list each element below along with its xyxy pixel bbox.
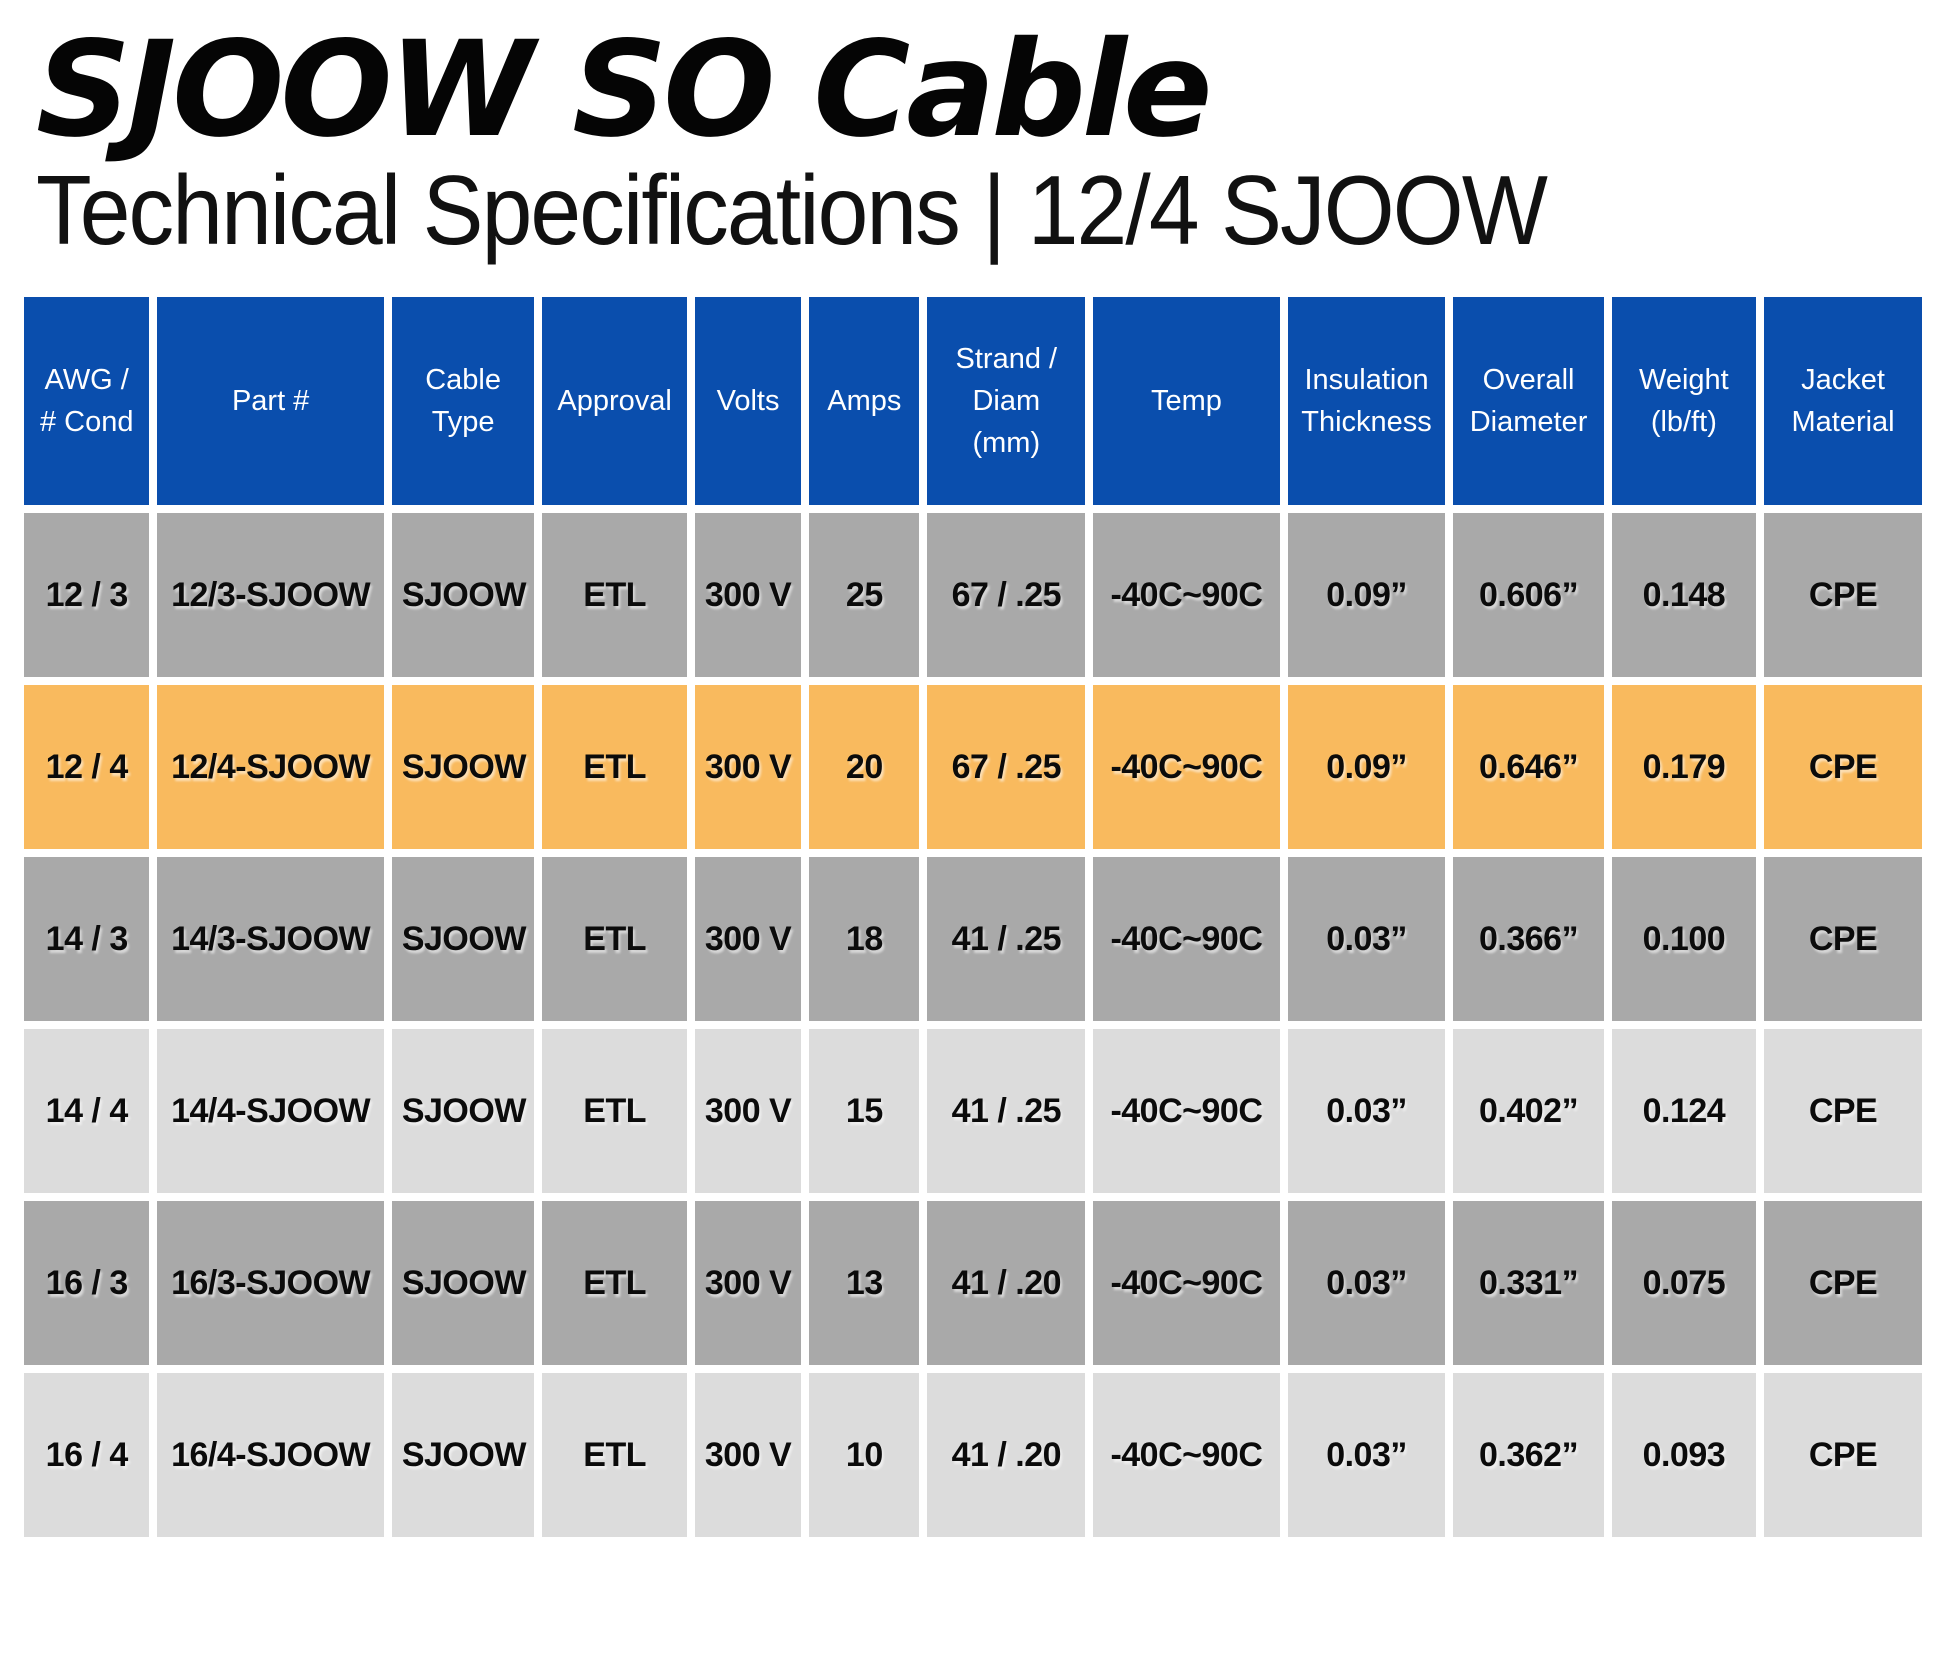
table-cell: 0.606” — [1449, 509, 1608, 682]
table-cell: 25 — [805, 509, 924, 682]
column-header: Amps — [805, 293, 924, 510]
table-cell: SJOOW — [387, 1369, 539, 1542]
table-cell: 16 / 3 — [20, 1197, 154, 1370]
table-cell: 14 / 4 — [20, 1025, 154, 1198]
table-cell: 41 / .25 — [923, 1025, 1090, 1198]
table-cell: SJOOW — [387, 509, 539, 682]
column-header: Cable Type — [387, 293, 539, 510]
table-cell: 67 / .25 — [923, 681, 1090, 854]
table-cell: 0.124 — [1607, 1025, 1761, 1198]
table-cell: ETL — [538, 509, 691, 682]
table-cell: 300 V — [690, 1197, 806, 1370]
table-cell: 0.148 — [1607, 509, 1761, 682]
table-cell: ETL — [538, 1369, 691, 1542]
spec-table-header: AWG / # Cond Part # Cable Type Approval Volt… — [20, 293, 1926, 510]
column-header: Insulation Thickness — [1283, 293, 1450, 510]
table-cell: 12 / 4 — [20, 681, 154, 854]
column-header: Jacket Material — [1760, 293, 1926, 510]
table-row: 14 / 4 14/4-SJOOW SJOOW ETL 300 V 15 41 / .25-… — [20, 1025, 1926, 1198]
table-cell: 16 / 4 — [20, 1369, 154, 1542]
table-cell: -40C~90C — [1089, 509, 1284, 682]
page-subtitle: Technical Specifications | 12/4 SJOOW — [36, 155, 1548, 266]
table-cell: 0.093 — [1607, 1369, 1761, 1542]
table-cell: ETL — [538, 853, 691, 1026]
table-cell: 67 / .25 — [923, 509, 1090, 682]
table-cell: 300 V — [690, 853, 806, 1026]
table-cell: 20 — [805, 681, 924, 854]
table-cell: 0.402” — [1449, 1025, 1608, 1198]
table-cell: 0.03” — [1283, 1025, 1450, 1198]
table-cell: SJOOW — [387, 1025, 539, 1198]
table-cell: SJOOW — [387, 1197, 539, 1370]
table-cell: -40C~90C — [1089, 1197, 1284, 1370]
table-cell: 0.03” — [1283, 853, 1450, 1026]
table-cell: 0.03” — [1283, 1369, 1450, 1542]
table-cell: CPE — [1760, 1197, 1926, 1370]
column-header: Temp — [1089, 293, 1284, 510]
table-cell: 300 V — [690, 1369, 806, 1542]
page-header: SJOOW SO Cable Technical Specifications … — [0, 0, 1946, 266]
table-cell: 0.362” — [1449, 1369, 1608, 1542]
table-cell: 0.366” — [1449, 853, 1608, 1026]
table-cell: 0.646” — [1449, 681, 1608, 854]
table-cell: 16/3-SJOOW — [153, 1197, 388, 1370]
table-cell: 300 V — [690, 509, 806, 682]
table-row: 16 / 3 16/3-SJOOW SJOOW ETL 300 V 13 41 / .20-… — [20, 1197, 1926, 1370]
table-cell: ETL — [538, 1025, 691, 1198]
column-header: Weight (lb/ft) — [1607, 293, 1761, 510]
table-cell: 12 / 3 — [20, 509, 154, 682]
table-cell: SJOOW — [387, 853, 539, 1026]
table-cell: 0.09” — [1283, 509, 1450, 682]
table-row: 14 / 3 14/3-SJOOW SJOOW ETL 300 V 18 41 / .25-… — [20, 853, 1926, 1026]
table-cell: 18 — [805, 853, 924, 1026]
table-cell: -40C~90C — [1089, 1025, 1284, 1198]
column-header: Part # — [153, 293, 388, 510]
table-cell: 13 — [805, 1197, 924, 1370]
table-cell: 0.100 — [1607, 853, 1761, 1026]
table-cell: CPE — [1760, 509, 1926, 682]
table-row: 16 / 4 16/4-SJOOW SJOOW ETL 300 V 10 41 / .20-… — [20, 1369, 1926, 1542]
header-row: AWG / # Cond Part # Cable Type Approval Volt… — [20, 293, 1926, 510]
table-cell: 16/4-SJOOW — [153, 1369, 388, 1542]
table-cell: 0.03” — [1283, 1197, 1450, 1370]
column-header: Volts — [690, 293, 806, 510]
page-title: SJOOW SO Cable — [36, 13, 1213, 167]
table-cell: 12/3-SJOOW — [153, 509, 388, 682]
table-cell: -40C~90C — [1089, 1369, 1284, 1542]
table-cell: SJOOW — [387, 681, 539, 854]
column-header: Overall Diameter — [1449, 293, 1608, 510]
table-cell: 300 V — [690, 681, 806, 854]
table-cell: 14/4-SJOOW — [153, 1025, 388, 1198]
table-cell: 41 / .25 — [923, 853, 1090, 1026]
column-header: AWG / # Cond — [20, 293, 154, 510]
spec-table: AWG / # Cond Part # Cable Type Approval Volt… — [20, 293, 1926, 1542]
table-row-highlighted: 12 / 4 12/4-SJOOW SJOOW ETL 300 V 20 67 / .25-… — [20, 681, 1926, 854]
table-cell: -40C~90C — [1089, 681, 1284, 854]
table-cell: 0.075 — [1607, 1197, 1761, 1370]
table-cell: -40C~90C — [1089, 853, 1284, 1026]
column-header: Strand / Diam (mm) — [923, 293, 1090, 510]
table-cell: ETL — [538, 1197, 691, 1370]
table-cell: 41 / .20 — [923, 1197, 1090, 1370]
table-row: 12 / 3 12/3-SJOOW SJOOW ETL 300 V 25 67 / .25-… — [20, 509, 1926, 682]
table-cell: 14/3-SJOOW — [153, 853, 388, 1026]
table-cell: 41 / .20 — [923, 1369, 1090, 1542]
table-cell: 10 — [805, 1369, 924, 1542]
table-cell: CPE — [1760, 853, 1926, 1026]
table-cell: 0.09” — [1283, 681, 1450, 854]
table-cell: 300 V — [690, 1025, 806, 1198]
table-cell: CPE — [1760, 1369, 1926, 1542]
table-cell: 15 — [805, 1025, 924, 1198]
table-cell: CPE — [1760, 1025, 1926, 1198]
table-cell: ETL — [538, 681, 691, 854]
table-cell: CPE — [1760, 681, 1926, 854]
spec-table-body: 12 / 3 12/3-SJOOW SJOOW ETL 300 V 25 67 / .25-… — [20, 509, 1926, 1542]
table-cell: 12/4-SJOOW — [153, 681, 388, 854]
table-cell: 0.179 — [1607, 681, 1761, 854]
table-cell: 14 / 3 — [20, 853, 154, 1026]
table-cell: 0.331” — [1449, 1197, 1608, 1370]
column-header: Approval — [538, 293, 691, 510]
